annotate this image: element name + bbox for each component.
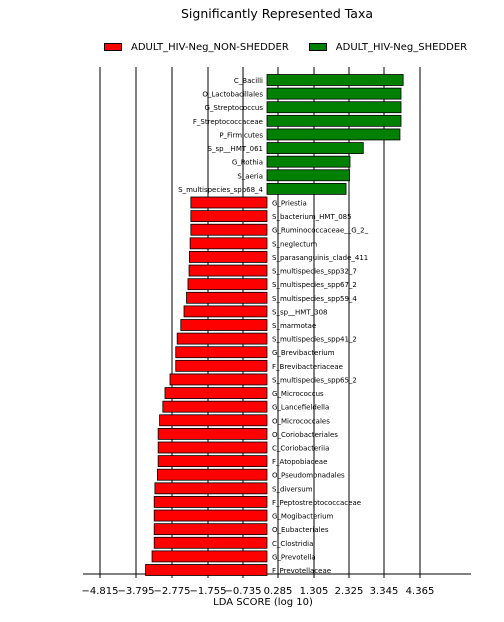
legend-item-non-shedder: ADULT_HIV-Neg_NON-SHEDDER [104, 42, 289, 53]
bar-label: G_Streptococcus [204, 104, 263, 112]
legend-label-shedder: ADULT_HIV-Neg_SHEDDER [335, 41, 468, 53]
x-tick-label: −0.735 [224, 586, 261, 597]
bar [180, 319, 268, 331]
bar [145, 564, 268, 576]
bar-label: S_multispecies_spp59_4 [272, 295, 357, 303]
bar [190, 223, 268, 236]
x-tick-label: 1.305 [300, 586, 329, 597]
bar [159, 414, 268, 427]
chart-title: Significantly Represented Taxa [180, 6, 374, 21]
x-tick-label: 2.325 [335, 586, 364, 597]
bar [266, 74, 404, 86]
bar [157, 441, 268, 454]
bar [190, 196, 268, 209]
bar-label: S_diversum [272, 485, 313, 493]
bar-label: F_Prevotellaceae [272, 567, 331, 575]
bar [266, 142, 364, 154]
bar-label: F_Streptococcaceae [193, 118, 263, 126]
bar-label: F_Atopobiaceae [272, 458, 327, 466]
bar-label: F_Brevibacteriaceae [272, 363, 343, 371]
x-tick-label: 0.285 [264, 586, 293, 597]
bar [266, 155, 351, 168]
x-tick-label: 4.365 [406, 586, 435, 597]
bar [153, 536, 268, 549]
bar [186, 291, 268, 304]
bar-label: S_multispecies_spp65_2 [272, 376, 357, 384]
bar-label: S_multispecies_spp67_2 [272, 281, 357, 289]
legend-item-shedder: ADULT_HIV-Neg_SHEDDER [308, 41, 468, 53]
bar-label: G_Mogibacterium [272, 513, 334, 521]
bar-label: S_aeria [237, 172, 263, 180]
bar [153, 509, 268, 522]
bar [176, 332, 268, 345]
x-tick-label: 3.345 [370, 586, 399, 597]
bar-label: P_Firmicutes [219, 131, 263, 139]
bar-label: S_sp__HMT_308 [272, 308, 327, 316]
bar-label: G_Ruminococcaceae__G_2_ [272, 227, 369, 235]
bar-label: G_Lancefieldella [272, 404, 329, 412]
bar [153, 496, 268, 508]
bar-label: S_multispecies_spp32_7 [272, 268, 357, 276]
bar [169, 373, 268, 386]
bar-label: G_Micrococcus [272, 390, 324, 398]
bar-label: C_Bacilli [234, 77, 263, 85]
legend-swatch-non-shedder [104, 43, 122, 51]
bar [157, 468, 268, 481]
bar-label: O_Lactobacillales [202, 91, 263, 99]
bar [266, 87, 402, 100]
bar [189, 237, 268, 250]
bar-label: S_sp__HMT_061 [208, 145, 263, 153]
legend-swatch-shedder [308, 43, 327, 51]
bar-label: C_Clostridia [272, 540, 313, 548]
bar [153, 523, 268, 536]
bar-label: S_marmotae [272, 322, 316, 330]
bar-label: C_Coriobacteriia [272, 445, 329, 453]
bar [157, 427, 268, 440]
bar [187, 278, 268, 291]
legend: ADULT_HIV-Neg_NON-SHEDDER ADULT_HIV-Neg_… [104, 40, 487, 54]
bar [151, 550, 268, 563]
bar [188, 264, 268, 277]
bar [266, 182, 347, 195]
x-tick-label: −3.795 [117, 586, 154, 597]
bar [266, 101, 402, 114]
bar-label: S_multispecies_spp41_2 [272, 336, 357, 344]
bar-label: G_Brevibacterium [272, 349, 335, 357]
bar-label: F_Peptostreptococcaceae [272, 499, 361, 507]
bar [190, 210, 268, 223]
legend-label-non-shedder: ADULT_HIV-Neg_NON-SHEDDER [131, 41, 289, 53]
bar [154, 482, 268, 495]
bar [183, 305, 268, 318]
bar-label: O_Pseudomonadales [272, 472, 345, 480]
x-tick-label: −1.755 [189, 586, 226, 597]
bar-label: G_Priestia [272, 200, 307, 208]
bar-label: G_Prevotella [272, 553, 316, 561]
bar-label: O_Coriobacteriales [272, 431, 338, 439]
bar [162, 400, 268, 413]
x-tick-label: −4.815 [81, 586, 118, 597]
bar-label: S_parasanguinis_clade_411 [272, 254, 368, 262]
bar-label: S_neglectum [272, 240, 317, 248]
x-axis-label: LDA SCORE (log 10) [213, 597, 313, 608]
bar [188, 251, 268, 263]
bar [266, 114, 402, 127]
bar-label: G_Rothia [232, 159, 263, 167]
bar-label: S_bacterium_HMT_085 [272, 213, 352, 221]
bar [164, 387, 268, 399]
bar-label: O_Micrococcales [272, 417, 330, 425]
bar [157, 455, 268, 468]
bar-label: S_multispecies_spp68_4 [178, 186, 263, 194]
bar [266, 169, 351, 182]
bar [175, 346, 268, 359]
x-tick-label: −2.775 [153, 586, 190, 597]
bar [175, 359, 268, 372]
bar-label: O_Eubacteriales [272, 526, 329, 534]
bar [266, 128, 401, 141]
